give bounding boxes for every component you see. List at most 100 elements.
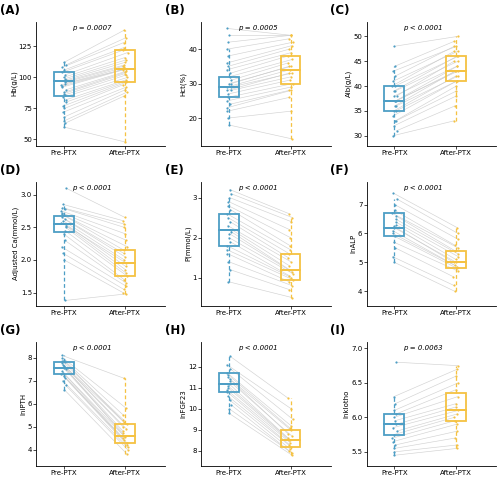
Point — [392, 117, 400, 125]
Point — [284, 59, 292, 67]
Point — [122, 65, 130, 72]
Point — [120, 26, 128, 34]
Point — [285, 437, 293, 444]
Text: (G): (G) — [0, 324, 20, 336]
Point — [58, 209, 66, 216]
Point — [454, 62, 462, 70]
Text: (H): (H) — [165, 324, 186, 336]
Point — [60, 363, 68, 371]
Point — [62, 86, 70, 94]
Point — [390, 43, 398, 50]
Point — [120, 70, 128, 77]
Point — [62, 98, 70, 106]
Point — [223, 66, 231, 73]
Point — [390, 238, 398, 246]
Point — [392, 359, 400, 366]
Point — [122, 79, 130, 86]
Point — [62, 220, 70, 228]
Point — [58, 357, 66, 365]
Bar — [384, 414, 404, 434]
Bar — [116, 250, 135, 276]
Point — [452, 403, 460, 411]
Point — [287, 32, 295, 39]
Point — [453, 427, 461, 435]
Point — [58, 69, 66, 76]
Point — [58, 368, 66, 375]
Point — [284, 52, 292, 60]
Point — [120, 374, 128, 382]
Point — [450, 414, 458, 421]
Point — [60, 88, 68, 96]
Point — [390, 92, 398, 100]
Point — [61, 71, 69, 79]
Point — [124, 444, 132, 451]
Point — [58, 360, 66, 367]
Point — [119, 423, 127, 431]
Point — [224, 38, 232, 46]
Point — [60, 66, 68, 74]
Point — [226, 375, 234, 383]
Point — [61, 205, 69, 213]
Point — [390, 222, 398, 230]
Point — [120, 250, 128, 257]
Bar — [54, 362, 74, 374]
Point — [289, 38, 297, 46]
Point — [119, 434, 127, 442]
Point — [454, 33, 462, 40]
Point — [60, 59, 68, 66]
Point — [120, 92, 128, 100]
Point — [452, 420, 460, 428]
Point — [224, 258, 232, 265]
Point — [226, 218, 234, 226]
Point — [226, 378, 234, 385]
Point — [286, 87, 294, 95]
Point — [390, 224, 398, 231]
Point — [122, 263, 130, 270]
Point — [62, 297, 70, 304]
Point — [450, 48, 458, 55]
Point — [226, 70, 234, 77]
Text: (C): (C) — [330, 3, 350, 16]
Point — [390, 232, 398, 240]
Point — [390, 201, 398, 208]
Point — [61, 227, 69, 234]
Point — [224, 369, 232, 377]
Point — [388, 434, 396, 442]
Point — [122, 266, 130, 274]
Point — [452, 400, 460, 408]
Point — [121, 433, 129, 441]
Point — [58, 243, 66, 251]
Point — [226, 352, 234, 360]
Point — [450, 417, 458, 425]
Point — [60, 123, 68, 131]
Point — [62, 223, 70, 231]
Point — [60, 237, 68, 244]
Point — [224, 90, 232, 98]
Point — [58, 214, 66, 221]
Point — [122, 439, 130, 446]
Point — [120, 220, 128, 228]
Point — [454, 58, 462, 65]
Point — [224, 32, 232, 39]
Point — [58, 351, 66, 359]
Point — [390, 206, 398, 214]
Point — [390, 452, 398, 459]
Point — [284, 434, 292, 442]
Point — [226, 190, 234, 197]
Point — [119, 416, 127, 423]
Point — [226, 83, 234, 91]
Point — [452, 259, 460, 266]
Y-axis label: Hb(g/L): Hb(g/L) — [10, 71, 17, 96]
Point — [284, 430, 292, 438]
Point — [226, 405, 234, 413]
Point — [60, 73, 68, 81]
Point — [222, 210, 230, 217]
Point — [120, 246, 128, 254]
Point — [59, 94, 67, 101]
Point — [124, 243, 132, 251]
Point — [224, 382, 232, 390]
Point — [121, 69, 129, 76]
Point — [224, 384, 232, 392]
Point — [225, 230, 233, 238]
Point — [288, 70, 296, 77]
